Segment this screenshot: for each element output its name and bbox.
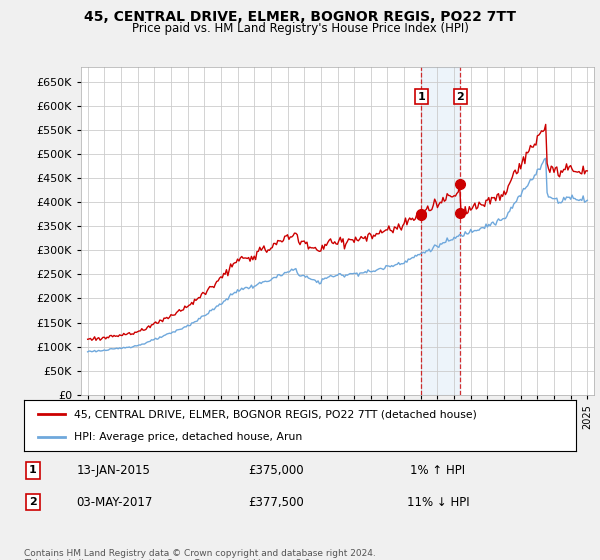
Text: 45, CENTRAL DRIVE, ELMER, BOGNOR REGIS, PO22 7TT (detached house): 45, CENTRAL DRIVE, ELMER, BOGNOR REGIS, … [74, 409, 476, 419]
Text: 1: 1 [418, 92, 425, 102]
Text: £375,000: £375,000 [248, 464, 304, 477]
Text: £377,500: £377,500 [248, 496, 304, 509]
Text: Price paid vs. HM Land Registry's House Price Index (HPI): Price paid vs. HM Land Registry's House … [131, 22, 469, 35]
Text: 13-JAN-2015: 13-JAN-2015 [77, 464, 151, 477]
Text: 1: 1 [29, 465, 37, 475]
Text: 03-MAY-2017: 03-MAY-2017 [76, 496, 152, 509]
Text: 45, CENTRAL DRIVE, ELMER, BOGNOR REGIS, PO22 7TT: 45, CENTRAL DRIVE, ELMER, BOGNOR REGIS, … [84, 10, 516, 24]
Text: 2: 2 [457, 92, 464, 102]
Bar [421, 67, 460, 395]
Text: Contains HM Land Registry data © Crown copyright and database right 2024.
This d: Contains HM Land Registry data © Crown c… [24, 549, 376, 560]
Text: 2: 2 [29, 497, 37, 507]
Text: 1% ↑ HPI: 1% ↑ HPI [410, 464, 466, 477]
Text: 11% ↓ HPI: 11% ↓ HPI [407, 496, 469, 509]
Text: HPI: Average price, detached house, Arun: HPI: Average price, detached house, Arun [74, 432, 302, 442]
